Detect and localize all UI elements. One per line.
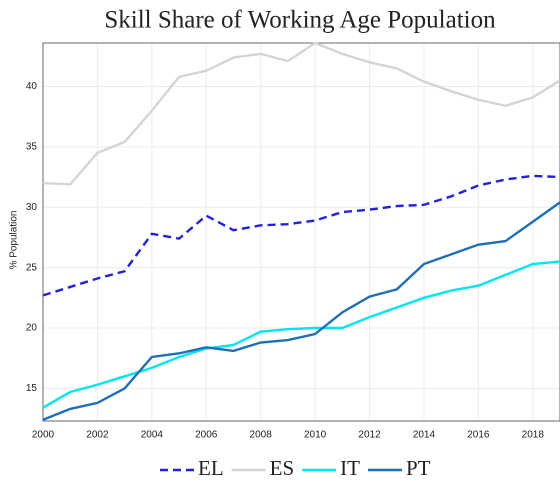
plot-frame [42,42,560,422]
legend-label: IT [340,456,360,480]
y-tick-label: 30 [26,202,38,213]
x-tick-label: 2002 [86,430,109,441]
x-tick-label: 2004 [141,430,164,441]
y-tick-label: 15 [26,383,38,394]
legend-label: ES [270,456,295,480]
chart-title: Skill Share of Working Age Population [104,7,496,34]
x-tick-label: 2016 [467,430,490,441]
y-tick-label: 35 [26,142,38,153]
y-tick-label: 40 [26,81,38,92]
x-tick-label: 2012 [358,430,381,441]
y-tick-label: 20 [26,323,38,334]
legend-label: PT [406,456,431,480]
y-axis-label: % Population [9,211,20,270]
legend-label: EL [198,456,224,480]
line-series [42,201,560,421]
x-tick-label: 2018 [522,430,545,441]
x-tick-label: 2014 [413,430,436,441]
line-series [42,41,560,186]
line-series [42,260,560,409]
y-tick-label: 25 [26,262,38,273]
x-tick-label: 2000 [32,430,55,441]
x-tick-label: 2010 [304,430,327,441]
x-tick-label: 2006 [195,430,218,441]
x-tick-label: 2008 [250,430,273,441]
line-series [42,174,560,297]
